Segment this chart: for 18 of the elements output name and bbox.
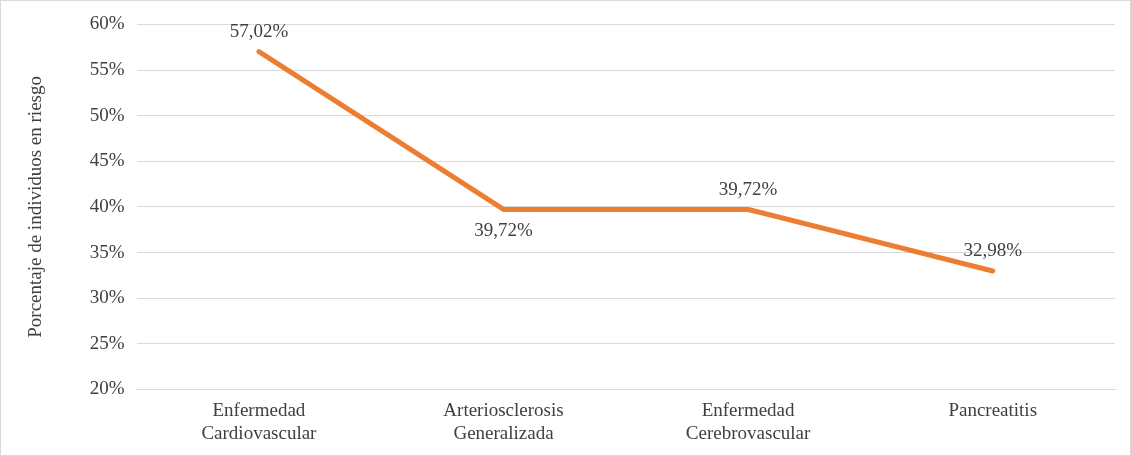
data-label: 39,72% — [474, 218, 533, 240]
data-label: 32,98% — [963, 239, 1023, 261]
x-tick-label: Enfermedad Cerebrovascular — [685, 398, 812, 443]
y-tick-label: 30% — [89, 286, 125, 308]
y-tick-label: 35% — [89, 240, 125, 262]
y-tick-label: 20% — [89, 377, 125, 399]
x-tick-label: Arteriosclerosis Generalizada — [443, 398, 564, 443]
y-tick-label: 25% — [89, 331, 125, 353]
data-label: 57,02% — [229, 20, 289, 42]
y-tick-label: 55% — [89, 58, 125, 80]
y-tick-label: 45% — [89, 149, 125, 171]
x-tick-label: Enfermedad Cardiovascular — [201, 398, 318, 443]
y-tick-label: 60% — [89, 12, 125, 34]
y-tick-label: 40% — [89, 194, 125, 216]
y-tick-label: 50% — [89, 103, 125, 125]
x-tick-label: Pancreatitis — [948, 398, 1038, 420]
y-axis-title: Porcentaje de individuos en riesgo — [24, 76, 46, 338]
data-label: 39,72% — [718, 177, 778, 199]
